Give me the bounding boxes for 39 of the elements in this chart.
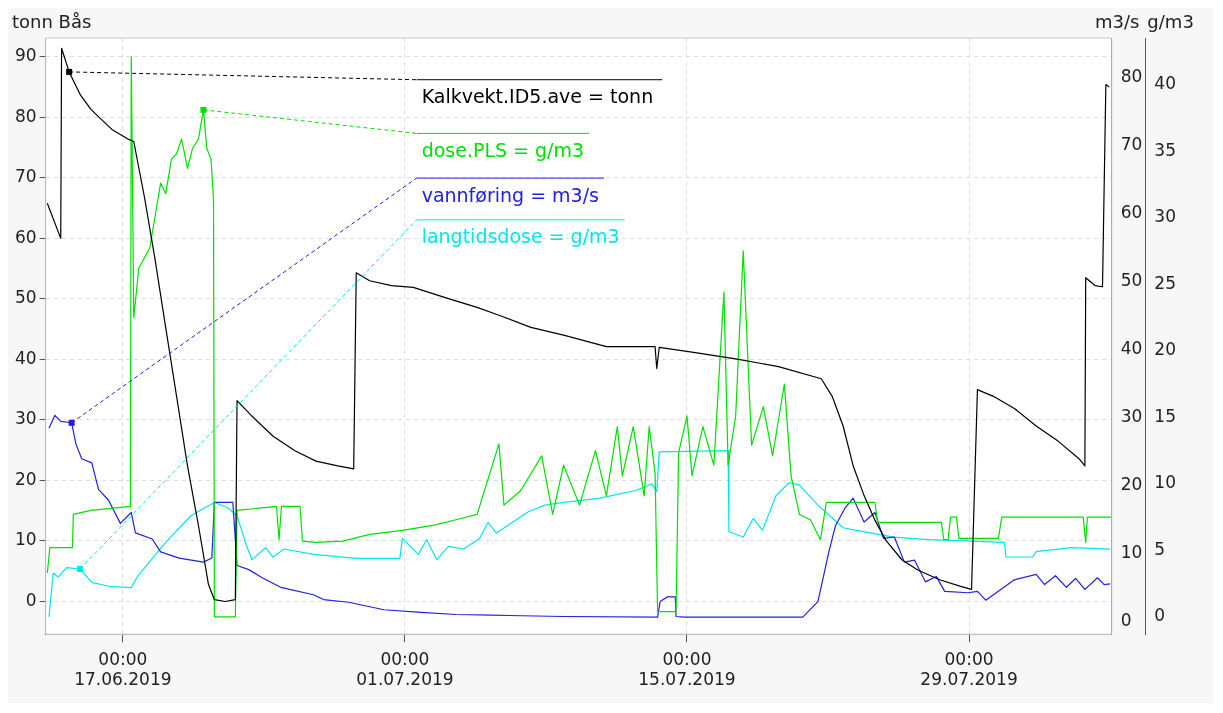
y2-tick-label: 10: [1120, 541, 1143, 562]
y3-tick-label: 0: [1154, 605, 1166, 626]
text: Kalkvekt.ID5.ave = tonn: [421, 85, 654, 108]
y2-tick-label: 30: [1120, 405, 1143, 426]
y3-tick-label: 15: [1154, 405, 1177, 426]
y-tick-label: 70: [14, 166, 37, 187]
y-tick-label: 20: [14, 468, 37, 489]
y-tick-label: 10: [14, 529, 37, 550]
y2-tick-label: 50: [1120, 269, 1143, 290]
y2-tick-label: 80: [1120, 65, 1143, 86]
y3-tick-label: 5: [1154, 538, 1166, 559]
y3-tick-label: 35: [1154, 139, 1177, 160]
y-tick-label: 50: [14, 287, 37, 308]
x-tick-label: 00:00 29.07.2019: [920, 648, 1018, 690]
y2-tick-label: 70: [1120, 133, 1143, 154]
x-tick-label: 00:00 15.07.2019: [638, 648, 736, 690]
y3-tick-label: 40: [1154, 73, 1177, 93]
y3-tick-label: 10: [1154, 472, 1177, 493]
y2-axis-title: m3/s: [1094, 10, 1140, 32]
y2-tick-label: 60: [1120, 201, 1143, 222]
y-tick-label: 90: [14, 45, 37, 66]
y2-tick-label: 0: [1120, 609, 1132, 630]
y-axis-title: tonn Bås: [12, 10, 92, 32]
x-tick-label: 00:00 01.07.2019: [356, 648, 454, 690]
text: dose.PLS = g/m3: [421, 138, 585, 161]
text: langtidsdose = g/m3: [421, 225, 620, 248]
y3-tick-label: 25: [1154, 272, 1177, 293]
y3-axis-title: g/m3: [1147, 10, 1194, 32]
x-tick-label: 00:00 17.06.2019: [74, 648, 172, 690]
y2-tick-label: 40: [1120, 337, 1143, 358]
y-tick-label: 40: [14, 347, 37, 368]
y-tick-label: 30: [14, 408, 37, 429]
y2-tick-label: 20: [1120, 473, 1143, 494]
y3-tick-label: 30: [1154, 206, 1177, 227]
y-tick-label: 80: [14, 105, 37, 126]
y-tick-label: 0: [25, 589, 37, 610]
y3-tick-label: 20: [1154, 339, 1177, 360]
text: vannføring = m3/s: [421, 183, 600, 206]
y-tick-label: 60: [14, 226, 37, 247]
